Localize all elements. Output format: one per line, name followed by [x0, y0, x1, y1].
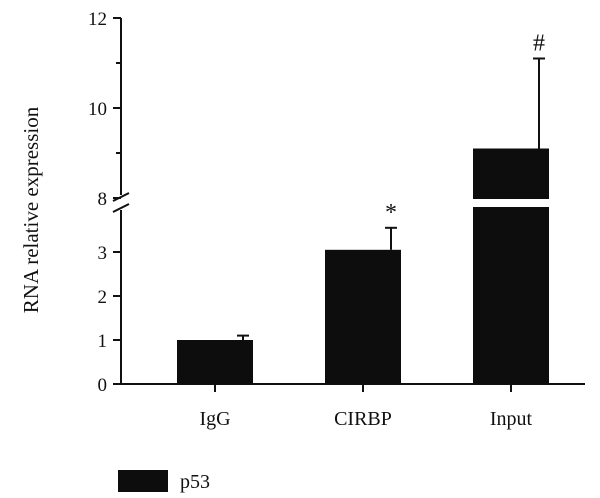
bar [473, 207, 549, 384]
y-tick-label: 3 [98, 243, 108, 264]
significance-marker: # [533, 31, 545, 57]
axis-break-mark [112, 203, 130, 213]
y-tick-label: 12 [88, 9, 107, 30]
y-tick-label: 2 [98, 287, 108, 308]
bar [473, 148, 549, 199]
x-tick-label: Input [490, 408, 533, 430]
y-tick-label: 10 [88, 99, 107, 120]
legend: p53 [118, 470, 210, 493]
y-tick-label: 0 [98, 375, 108, 396]
bars [177, 57, 549, 384]
y-tick-label: 1 [98, 331, 108, 352]
significance-marker: * [385, 200, 397, 226]
y-axis-label: RNA relative expression [19, 106, 43, 313]
bar [325, 249, 401, 384]
bar [177, 340, 253, 384]
labels: IgG CIRBP * Input # [199, 31, 545, 431]
x-tick-label: CIRBP [334, 408, 392, 430]
x-tick-label: IgG [199, 408, 230, 430]
legend-label: p53 [180, 471, 210, 493]
legend-swatch [118, 470, 168, 492]
y-tick-label: 8 [98, 189, 108, 210]
